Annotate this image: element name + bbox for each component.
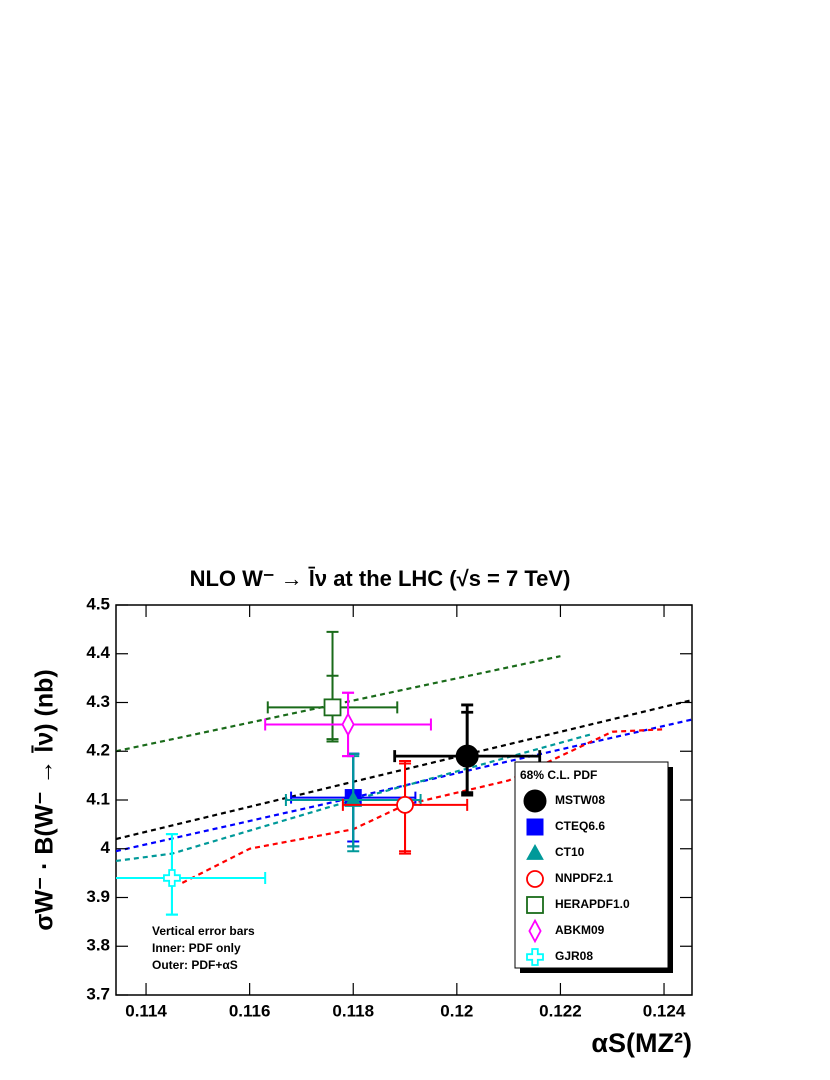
legend-marker: [528, 918, 542, 944]
y-tick-label: 4.2: [86, 741, 110, 760]
y-tick-label: 3.8: [86, 936, 110, 955]
y-tick-label: 4.3: [86, 692, 110, 711]
legend-marker: [523, 789, 547, 813]
legend-marker: [526, 843, 544, 860]
plot-area: [116, 630, 692, 916]
marker: [344, 790, 363, 807]
marker: [341, 712, 355, 737]
legend-marker: [526, 948, 544, 966]
y-tick-label: 4.4: [86, 643, 110, 662]
legend-label: HERAPDF1.0: [555, 897, 630, 911]
legend-label: NNPDF2.1: [555, 871, 613, 885]
curve: [116, 733, 592, 863]
marker: [396, 795, 414, 814]
y-tick-label: 3.9: [86, 887, 110, 906]
y-axis-label: σW⁻ · B(W⁻ → l̄ν) (nb): [30, 669, 59, 931]
legend-label: CTEQ6.6: [555, 819, 605, 833]
annotation: Vertical error bars: [152, 924, 255, 938]
x-axis-label: αS(MZ²): [591, 1028, 692, 1058]
legend-title: 68% C.L. PDF: [520, 768, 597, 782]
curve: [116, 718, 692, 853]
legend-label: ABKM09: [555, 923, 605, 937]
y-tick-label: 3.7: [86, 984, 110, 1003]
chart-title: NLO W⁻ → l̄ν at the LHC (√s = 7 TeV): [190, 566, 571, 591]
marker: [323, 698, 342, 717]
marker: [163, 869, 181, 887]
annotation: Outer: PDF+αS: [152, 958, 238, 972]
y-tick-label: 4.1: [86, 789, 110, 808]
x-tick-label: 0.114: [125, 1001, 167, 1020]
marker: [455, 744, 479, 768]
y-tick-label: 4.5: [86, 594, 110, 613]
annotation: Inner: PDF only: [152, 941, 241, 955]
legend-label: GJR08: [555, 949, 593, 963]
legend: 68% C.L. PDF MSTW08 CTEQ6.6 CT10 NNPDF2.1 HE…: [514, 761, 673, 973]
legend-marker: [526, 896, 544, 914]
x-tick-label: 0.122: [539, 1001, 582, 1020]
x-tick-label: 0.124: [643, 1001, 686, 1020]
legend-label: MSTW08: [555, 793, 605, 807]
legend-marker: [526, 870, 544, 888]
curve: [181, 728, 665, 884]
y-tick-label: 4: [101, 838, 111, 857]
x-tick-label: 0.116: [229, 1001, 271, 1020]
x-tick-label: 0.118: [332, 1001, 374, 1020]
legend-marker: [526, 818, 544, 836]
x-tick-label: 0.12: [440, 1001, 473, 1020]
legend-label: CT10: [555, 845, 585, 859]
